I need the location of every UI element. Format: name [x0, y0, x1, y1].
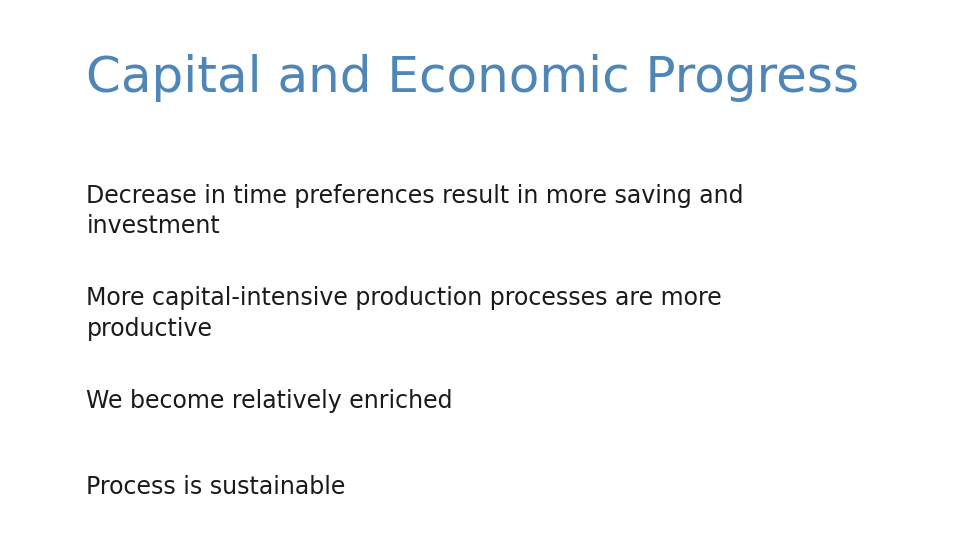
Text: Decrease in time preferences result in more saving and
investment: Decrease in time preferences result in m…	[86, 184, 744, 238]
Text: More capital-intensive production processes are more
productive: More capital-intensive production proces…	[86, 286, 722, 341]
Text: We become relatively enriched: We become relatively enriched	[86, 389, 453, 413]
Text: Process is sustainable: Process is sustainable	[86, 475, 346, 499]
Text: Capital and Economic Progress: Capital and Economic Progress	[86, 54, 859, 102]
